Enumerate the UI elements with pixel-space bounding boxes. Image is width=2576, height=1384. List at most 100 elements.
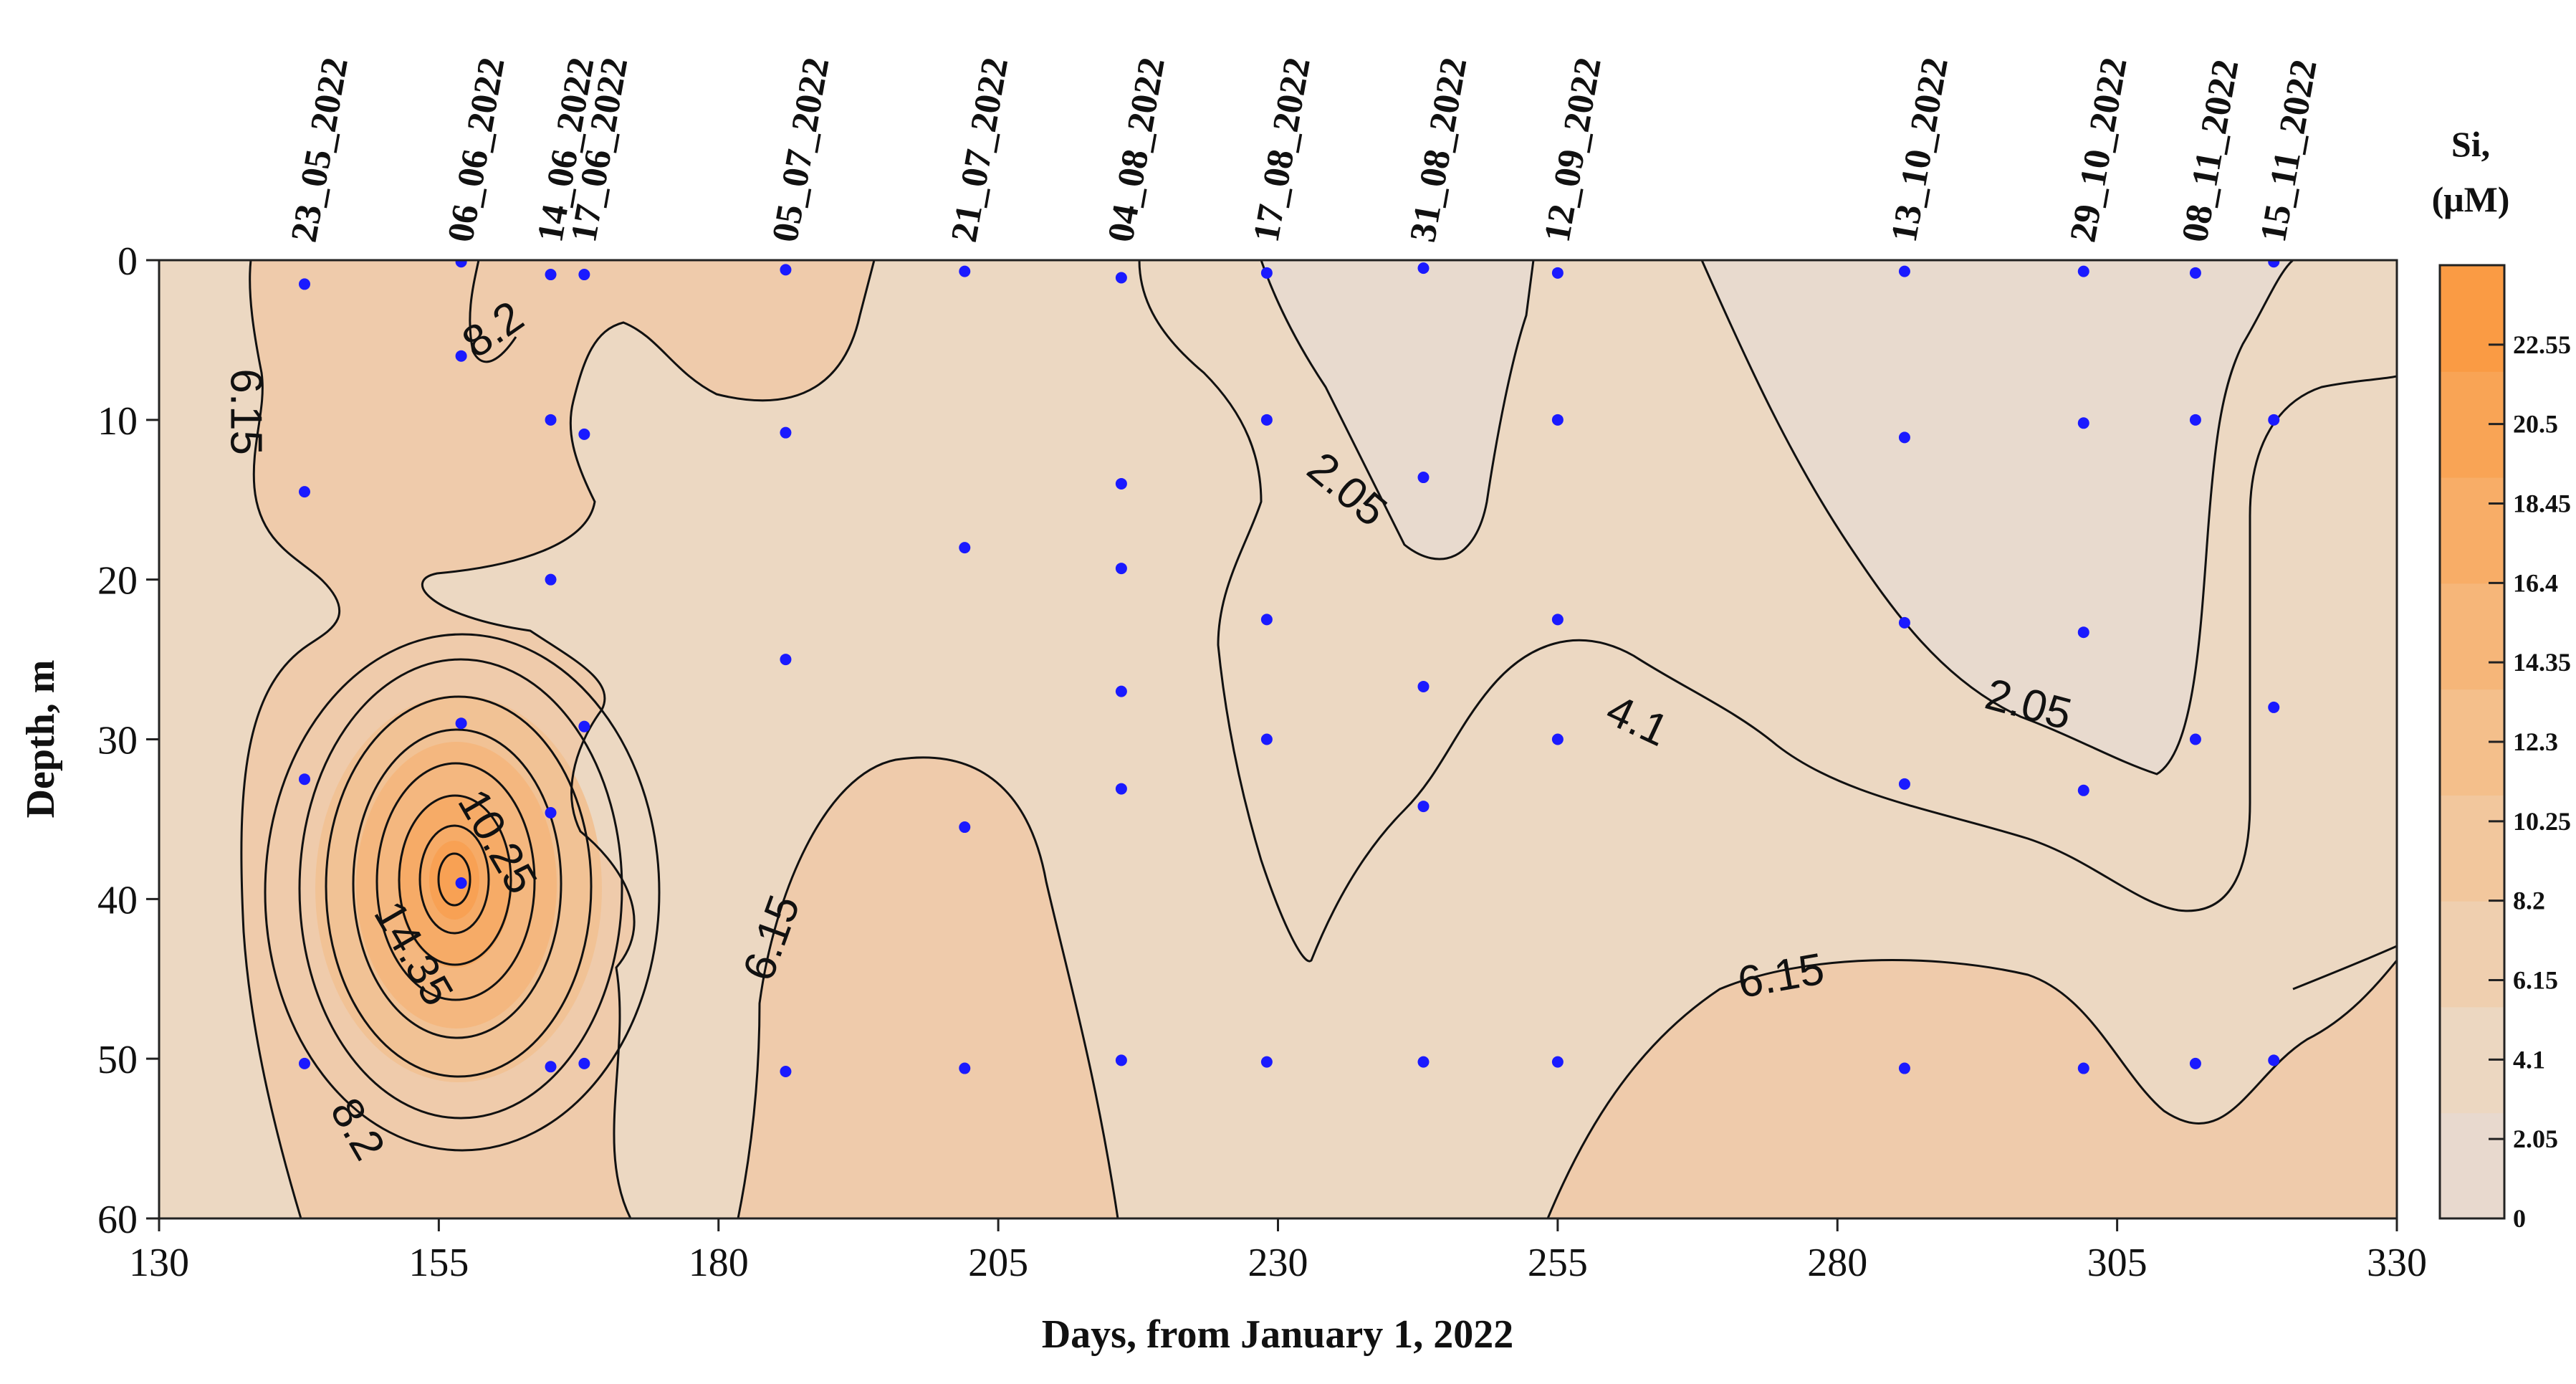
sample-point [545, 414, 557, 426]
colorbar-tick-label: 6.15 [2513, 966, 2558, 995]
x-tick-label: 330 [2367, 1241, 2427, 1285]
x-tick-label: 155 [408, 1241, 469, 1285]
sample-point [1260, 414, 1273, 426]
sample-point [1115, 783, 1127, 795]
contour-6-15-upper [421, 260, 876, 1218]
sample-point [578, 428, 590, 440]
colorbar-tick-label: 12.3 [2513, 727, 2558, 756]
station-date-label: 04_08_2022 [1101, 54, 1173, 245]
sample-point [298, 1057, 310, 1069]
sample-point [455, 260, 467, 268]
sample-points [298, 260, 2280, 1077]
station-date-label: 21_07_2022 [944, 54, 1016, 245]
sample-point [959, 542, 971, 554]
station-date-label: 29_10_2022 [2062, 54, 2135, 245]
colorbar-tick-label: 0 [2513, 1204, 2526, 1233]
sample-point [2077, 784, 2089, 796]
contour-ring-6 [398, 794, 512, 966]
sample-point [2268, 414, 2280, 426]
sample-point [578, 1057, 590, 1069]
contour-ring-7 [418, 824, 490, 935]
sample-point [545, 807, 557, 819]
sample-point [2077, 1062, 2089, 1074]
sample-point [959, 1062, 971, 1074]
sample-point [455, 350, 467, 362]
sample-point [780, 654, 792, 666]
sample-point [1260, 267, 1273, 279]
sample-point [2189, 414, 2201, 426]
station-date-label: 06_06_2022 [440, 54, 512, 245]
colorbar-tick-label: 10.25 [2513, 807, 2571, 836]
y-tick-label: 40 [97, 878, 138, 922]
sample-point [780, 426, 792, 439]
sample-point [959, 265, 971, 277]
contour-8-2-top [469, 260, 517, 363]
contour-ring-8 [437, 852, 471, 907]
sample-point [1260, 1056, 1273, 1068]
x-tick-label: 255 [1528, 1241, 1588, 1285]
sample-point [1417, 262, 1430, 275]
sample-point [780, 264, 792, 276]
station-date-label: 08_11_2022 [2175, 57, 2247, 245]
station-date-label: 23_05_2022 [284, 54, 356, 245]
sample-point [1551, 414, 1564, 426]
contour-lines [240, 260, 2397, 1218]
sample-point [1417, 472, 1430, 484]
y-tick-label: 10 [97, 399, 138, 444]
contour-6-15-right [1546, 959, 2397, 1218]
colorbar-tick-label: 8.2 [2513, 887, 2545, 915]
contour-2-05-top [1260, 260, 1535, 560]
sample-point [1115, 1054, 1127, 1066]
station-date-label: 15_11_2022 [2253, 57, 2325, 245]
colorbar-title-line1: Si, [2451, 124, 2490, 164]
colorbar-swatch [2440, 1112, 2504, 1219]
station-date-label: 31_08_2022 [1402, 54, 1475, 245]
x-tick-label: 180 [689, 1241, 749, 1285]
station-date-label: 12_09_2022 [1537, 54, 1609, 245]
sample-point [298, 773, 310, 786]
sample-point [1551, 733, 1564, 745]
sample-point [1115, 477, 1127, 490]
sample-point [1115, 685, 1127, 697]
station-date-label: 13_10_2022 [1884, 54, 1956, 245]
colorbar-tick-label: 14.35 [2513, 648, 2571, 677]
station-date-labels: 23_05_2022 06_06_2022 14_06_202217_06_2022… [284, 54, 2325, 245]
sample-point [2189, 733, 2201, 745]
sample-point [2189, 1057, 2201, 1069]
sample-point [1898, 616, 1910, 629]
x-tick-label: 130 [129, 1241, 189, 1285]
colorbar-title-line2: (μM) [2432, 179, 2510, 219]
y-tick-label: 60 [97, 1198, 138, 1242]
contour-4-1-long [1138, 260, 2397, 963]
sample-point [1898, 431, 1910, 444]
station-date-label: 17_08_2022 [1246, 54, 1318, 245]
sample-point [1115, 563, 1127, 575]
region-hotspot-core [429, 841, 479, 920]
contour-6-15-middle [737, 756, 1119, 1218]
x-axis: 130 155 180 205 230 255 280 305 330 [129, 1218, 2427, 1285]
sample-point [2189, 267, 2201, 279]
contour-6-15-left [240, 260, 341, 1218]
contour-ring-5 [375, 762, 536, 1001]
sample-point [959, 821, 971, 834]
region-2-4-right [1702, 260, 2293, 774]
region-6-8-right [1548, 960, 2397, 1218]
sample-point [2077, 265, 2089, 277]
y-tick-label: 0 [118, 239, 138, 284]
colorbar-tick-label: 4.1 [2513, 1045, 2545, 1074]
sample-point [578, 269, 590, 281]
sample-point [2268, 260, 2280, 268]
sample-point [545, 1061, 557, 1073]
sample-point [1260, 614, 1273, 626]
sample-point [545, 269, 557, 281]
x-axis-title: Days, from January 1, 2022 [1042, 1312, 1514, 1357]
colorbar-tick-label: 18.45 [2513, 490, 2571, 518]
sample-point [1898, 1062, 1910, 1074]
sample-point [1417, 801, 1430, 813]
region-6-8-middle [738, 757, 1118, 1218]
contour-ring-1 [264, 633, 661, 1152]
y-tick-label: 20 [97, 559, 138, 603]
sample-point [298, 278, 310, 290]
colorbar-swatch [2440, 477, 2504, 584]
